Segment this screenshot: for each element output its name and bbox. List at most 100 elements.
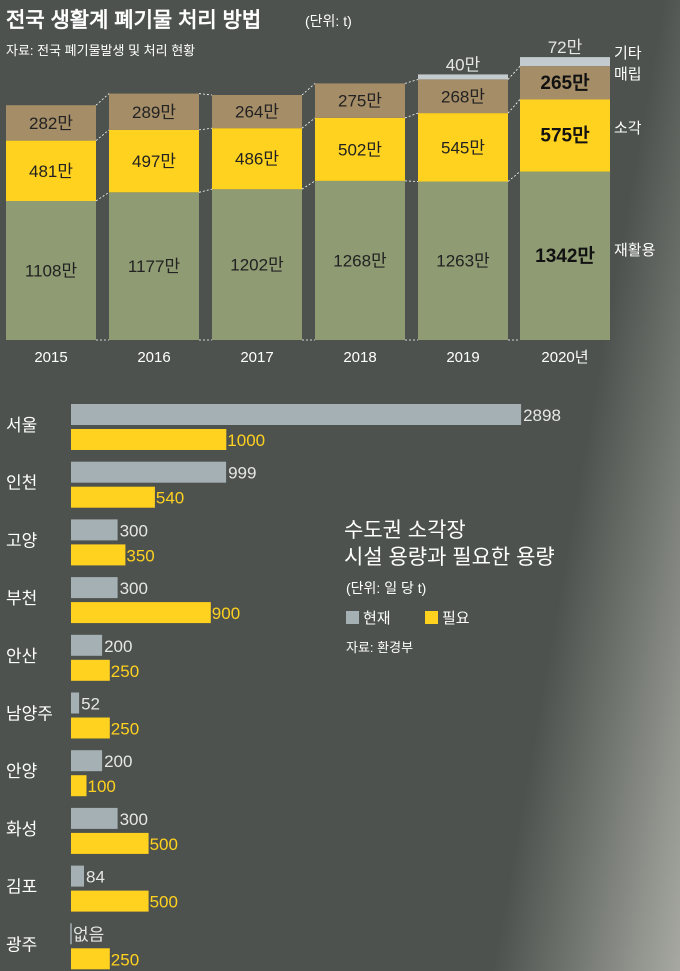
connector-line xyxy=(404,112,419,119)
value-label-current: 2898 xyxy=(523,406,561,425)
bar-segment-recycle xyxy=(6,200,96,340)
city-label: 인천 xyxy=(6,474,37,493)
x-tick-label: 2017 xyxy=(240,349,273,366)
data-label: 1268만 xyxy=(333,251,387,270)
bar-segment-landfill xyxy=(315,83,405,118)
connector-line xyxy=(404,180,419,182)
bar-segment-recycle xyxy=(520,171,610,340)
bar-current xyxy=(71,577,118,599)
data-label: 575만 xyxy=(540,125,590,147)
bar-segment-incinerate xyxy=(6,140,96,201)
bar-segment-landfill xyxy=(520,66,610,100)
bar-segment-recycle xyxy=(418,181,508,340)
bar-segment-other xyxy=(520,57,610,67)
bar-required xyxy=(71,602,211,624)
city-label: 부천 xyxy=(6,589,37,608)
connector-line xyxy=(95,129,110,141)
data-label: 268만 xyxy=(441,87,485,106)
bar-current xyxy=(71,750,103,772)
connector-line xyxy=(301,117,316,129)
value-label-required: 250 xyxy=(111,662,139,681)
chart-title-line: 시설 용량과 필요한 용량 xyxy=(344,546,555,569)
chart-unit: (단위: t) xyxy=(305,13,352,29)
horizontal-bar-chart: 서울 2898 1000 인천 999 540 고양 300 350 부천 300 900 안산 200 2… xyxy=(6,404,561,970)
value-label-required: 1000 xyxy=(227,431,265,450)
data-label: 486만 xyxy=(235,150,279,169)
city-label: 화성 xyxy=(6,820,37,839)
x-tick-label: 2015 xyxy=(34,349,67,366)
chart-unit: (단위: 일 당 t) xyxy=(346,580,426,596)
data-label: 40만 xyxy=(446,55,481,74)
connector-line xyxy=(198,188,213,193)
city-label: 안산 xyxy=(6,647,38,666)
bar-current xyxy=(71,692,80,714)
connector-line xyxy=(198,93,213,96)
data-label: 1108만 xyxy=(25,262,78,281)
bar-segment-landfill xyxy=(6,105,96,141)
value-label-required: 100 xyxy=(88,777,116,796)
value-label-required: 250 xyxy=(111,720,139,739)
bar-segment-recycle xyxy=(109,192,199,340)
bar-segment-incinerate xyxy=(315,117,405,181)
data-label: 275만 xyxy=(338,92,382,111)
bar-required xyxy=(71,890,149,912)
stacked-bar-chart: 1108만 481만 282만 2015 1177만 497만 289만 2016 1202만 4… xyxy=(6,38,655,366)
bar-segment-landfill xyxy=(212,95,302,129)
data-label: 282만 xyxy=(29,114,73,133)
value-label-current: 200 xyxy=(104,637,132,656)
x-tick-label: 2016 xyxy=(137,349,170,366)
data-label: 481만 xyxy=(29,162,73,181)
x-tick-label: 2020년 xyxy=(541,349,588,366)
bar-required xyxy=(71,544,126,566)
data-label: 72만 xyxy=(548,38,583,57)
value-label-current: 84 xyxy=(86,868,105,887)
chart-source: 자료: 전국 폐기물발생 및 처리 현황 xyxy=(6,43,195,58)
connector-line xyxy=(507,99,521,114)
value-label-required: 500 xyxy=(150,893,178,912)
legend-swatch-current xyxy=(346,611,359,624)
bar-required xyxy=(71,948,110,970)
legend-label: 필요 xyxy=(442,610,470,627)
bar-segment-incinerate xyxy=(418,113,508,182)
bar-required xyxy=(71,429,227,450)
bar-current xyxy=(71,865,84,887)
chart-source: 자료: 환경부 xyxy=(346,640,413,655)
connector-line xyxy=(507,65,521,80)
legend-label: 현재 xyxy=(363,610,391,627)
legend-swatch-required xyxy=(425,611,438,624)
data-label: 502만 xyxy=(338,140,382,159)
chart-title-line: 수도권 소각장 xyxy=(344,519,466,542)
connector-line xyxy=(198,127,213,131)
value-label-current: 300 xyxy=(120,521,148,540)
value-label-required: 900 xyxy=(212,604,240,623)
connector-line xyxy=(95,93,110,106)
legend-label: 기타 xyxy=(614,45,642,62)
data-label: 1202만 xyxy=(230,256,284,275)
bar-segment-landfill xyxy=(418,79,508,114)
bar-required xyxy=(71,832,149,854)
city-label: 안양 xyxy=(6,762,37,781)
bar-segment-other xyxy=(418,74,508,80)
data-label: 1342만 xyxy=(535,245,595,267)
connector-line xyxy=(95,191,110,202)
bar-required xyxy=(71,659,110,681)
bar-segment-recycle xyxy=(212,189,302,340)
value-label-current: 200 xyxy=(104,752,132,771)
value-label-required: 350 xyxy=(126,546,154,565)
bar-current xyxy=(71,404,522,425)
data-label: 1177만 xyxy=(128,257,181,276)
value-label-current: 999 xyxy=(228,464,256,483)
city-label: 고양 xyxy=(6,531,37,550)
value-label-required: 250 xyxy=(111,950,139,969)
x-tick-label: 2018 xyxy=(343,349,376,366)
city-label: 김포 xyxy=(6,878,37,897)
data-label: 1263만 xyxy=(436,252,490,271)
bar-required xyxy=(71,486,155,508)
bar-segment-recycle xyxy=(315,180,405,340)
value-label-current: 300 xyxy=(120,579,148,598)
data-label: 289만 xyxy=(132,103,176,122)
value-label-current: 52 xyxy=(81,695,100,714)
bar-current xyxy=(71,519,118,541)
bar-segment-incinerate xyxy=(520,99,610,172)
